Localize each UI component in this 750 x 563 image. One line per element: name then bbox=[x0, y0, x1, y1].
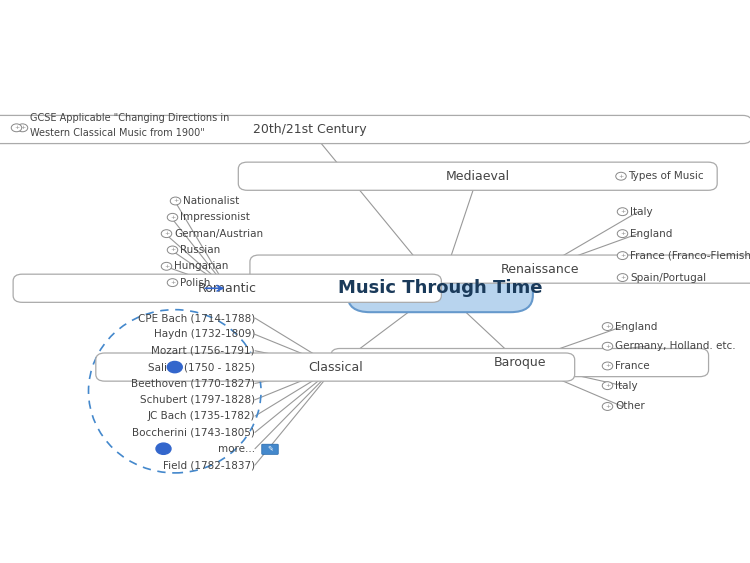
Circle shape bbox=[617, 208, 628, 216]
FancyBboxPatch shape bbox=[13, 274, 441, 302]
Text: Romantic: Romantic bbox=[198, 282, 256, 295]
FancyBboxPatch shape bbox=[331, 348, 709, 377]
FancyBboxPatch shape bbox=[0, 115, 750, 144]
Text: Salieri (1750 - 1825): Salieri (1750 - 1825) bbox=[148, 362, 255, 372]
Text: Field (1782-1837): Field (1782-1837) bbox=[163, 460, 255, 470]
Text: Types of Music: Types of Music bbox=[628, 171, 704, 181]
Text: Schubert (1797-1828): Schubert (1797-1828) bbox=[140, 395, 255, 405]
Circle shape bbox=[617, 274, 628, 282]
Text: Beethoven (1770-1827): Beethoven (1770-1827) bbox=[131, 378, 255, 388]
Text: +: + bbox=[20, 126, 26, 130]
Circle shape bbox=[161, 230, 172, 238]
Text: +: + bbox=[170, 215, 175, 220]
Circle shape bbox=[17, 124, 28, 132]
Text: Nationalist: Nationalist bbox=[183, 196, 239, 206]
Text: Polish: Polish bbox=[180, 278, 210, 288]
Text: Russian: Russian bbox=[180, 245, 220, 255]
Circle shape bbox=[602, 382, 613, 390]
Text: Western Classical Music from 1900": Western Classical Music from 1900" bbox=[30, 128, 205, 138]
FancyBboxPatch shape bbox=[262, 444, 278, 454]
Text: +: + bbox=[170, 248, 175, 252]
Text: +: + bbox=[604, 404, 610, 409]
FancyBboxPatch shape bbox=[96, 353, 574, 381]
Text: Music Through Time: Music Through Time bbox=[338, 279, 542, 297]
Circle shape bbox=[617, 252, 628, 260]
Circle shape bbox=[161, 262, 172, 270]
Text: +: + bbox=[620, 231, 626, 236]
Text: JC Bach (1735-1782): JC Bach (1735-1782) bbox=[148, 411, 255, 421]
Text: Germany, Holland. etc.: Germany, Holland. etc. bbox=[615, 341, 736, 351]
Circle shape bbox=[602, 323, 613, 330]
Text: +: + bbox=[604, 344, 610, 348]
Text: +: + bbox=[604, 324, 610, 329]
Text: +: + bbox=[618, 174, 624, 178]
Text: +: + bbox=[170, 280, 175, 285]
Text: +: + bbox=[620, 275, 626, 280]
Circle shape bbox=[11, 124, 22, 132]
Circle shape bbox=[602, 403, 613, 410]
Text: +: + bbox=[164, 264, 170, 269]
Text: Impressionist: Impressionist bbox=[180, 212, 250, 222]
Text: ✎: ✎ bbox=[267, 446, 273, 452]
Text: Other: Other bbox=[615, 401, 645, 412]
Text: +: + bbox=[172, 199, 178, 203]
Circle shape bbox=[617, 230, 628, 238]
Text: Italy: Italy bbox=[615, 381, 638, 391]
Text: German/Austrian: German/Austrian bbox=[174, 229, 263, 239]
Text: Renaissance: Renaissance bbox=[501, 262, 579, 276]
Text: Spain/Portugal: Spain/Portugal bbox=[630, 272, 706, 283]
Text: +: + bbox=[13, 126, 20, 130]
FancyBboxPatch shape bbox=[238, 162, 717, 190]
Circle shape bbox=[167, 246, 178, 254]
Text: France (Franco-Flemish): France (Franco-Flemish) bbox=[630, 251, 750, 261]
Text: England: England bbox=[615, 321, 657, 332]
Circle shape bbox=[170, 197, 181, 205]
Text: Hungarian: Hungarian bbox=[174, 261, 228, 271]
Circle shape bbox=[602, 362, 613, 370]
Text: Italy: Italy bbox=[630, 207, 652, 217]
Circle shape bbox=[167, 361, 182, 373]
Text: +: + bbox=[620, 253, 626, 258]
Text: +: + bbox=[620, 209, 626, 214]
Circle shape bbox=[167, 213, 178, 221]
Text: GCSE Applicable "Changing Directions in: GCSE Applicable "Changing Directions in bbox=[30, 113, 230, 123]
Text: Baroque: Baroque bbox=[494, 356, 546, 369]
Text: CPE Bach (1714-1788): CPE Bach (1714-1788) bbox=[138, 313, 255, 323]
Text: France: France bbox=[615, 361, 650, 371]
Text: Mediaeval: Mediaeval bbox=[446, 169, 510, 183]
Text: Haydn (1732-1809): Haydn (1732-1809) bbox=[154, 329, 255, 339]
FancyBboxPatch shape bbox=[347, 265, 532, 312]
Text: England: England bbox=[630, 229, 672, 239]
Text: Boccherini (1743-1805): Boccherini (1743-1805) bbox=[132, 427, 255, 437]
Text: +: + bbox=[164, 231, 170, 236]
Circle shape bbox=[602, 342, 613, 350]
Circle shape bbox=[156, 443, 171, 454]
Circle shape bbox=[167, 279, 178, 287]
Text: Classical: Classical bbox=[308, 360, 363, 374]
Text: Mozart (1756-1791): Mozart (1756-1791) bbox=[152, 346, 255, 356]
Text: more...: more... bbox=[218, 444, 255, 454]
Text: +: + bbox=[604, 383, 610, 388]
Circle shape bbox=[616, 172, 626, 180]
Text: +: + bbox=[604, 364, 610, 368]
FancyBboxPatch shape bbox=[250, 255, 750, 283]
Text: 20th/21st Century: 20th/21st Century bbox=[253, 123, 367, 136]
